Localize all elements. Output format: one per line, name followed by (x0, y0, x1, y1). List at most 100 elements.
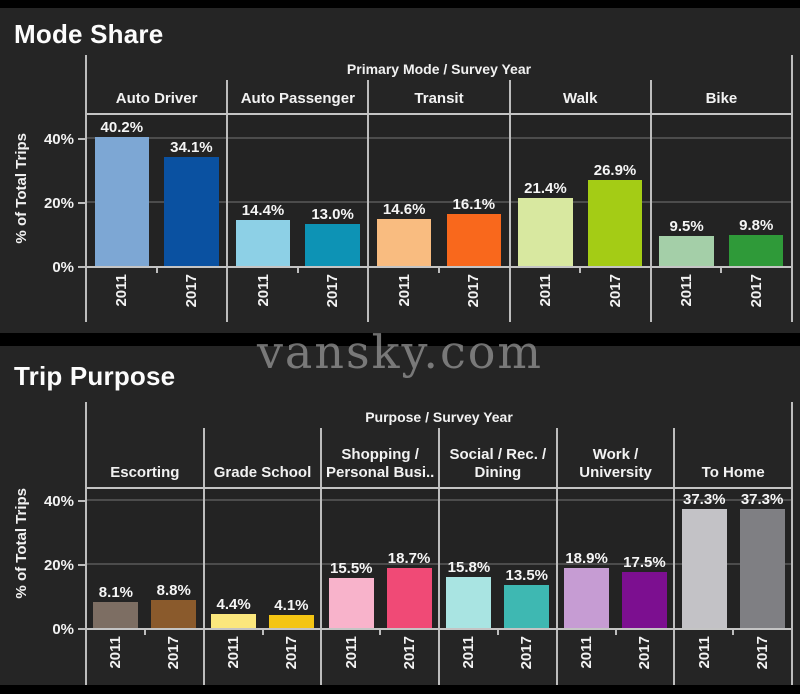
year-label-2017: 2017 (465, 274, 483, 308)
y-tick-0%: 0% (52, 258, 85, 276)
bar-2017[interactable]: 8.8% (151, 582, 197, 628)
bar-value-label: 14.4% (241, 201, 285, 219)
year-slot: 2017 (263, 630, 321, 685)
category-header: To Home (673, 428, 791, 487)
year-label-2011: 2011 (107, 636, 125, 669)
bar-2011[interactable]: 18.9% (564, 550, 610, 628)
bar-slot: 18.9% (558, 489, 616, 628)
y-tick-label: 40% (43, 130, 74, 148)
bar-2011[interactable]: 15.8% (446, 559, 492, 628)
y-tick-40%: 40% (44, 492, 85, 510)
bar-2017[interactable]: 34.1% (164, 139, 219, 266)
bar-2011[interactable]: 21.4% (518, 180, 573, 266)
bar-2017[interactable]: 13.5% (504, 567, 550, 628)
chart-title-trip-purpose: Trip Purpose (14, 360, 176, 391)
category-header-row: Auto Driver Auto Passenger Transit Walk Bike (87, 80, 791, 113)
bar-slot: 15.8% (440, 489, 498, 628)
bar-slot: 21.4% (511, 115, 581, 266)
year-slot: 2017 (145, 630, 203, 685)
y-axis-title: % of Total Trips (0, 402, 42, 685)
bar-value-label: 21.4% (524, 179, 567, 197)
trip-purpose-chart: % of Total Trips 0% 20% 40% Purpose / Surv… (0, 402, 793, 685)
y-tick-mark (78, 138, 85, 140)
year-labels: 2011 2017 (508, 268, 650, 322)
year-labels: 2011 2017 (673, 630, 791, 685)
year-label-2011: 2011 (678, 274, 696, 307)
category-header: Bike (649, 80, 791, 113)
chart-title-mode-share: Mode Share (14, 19, 164, 49)
bar-slot: 4.4% (205, 489, 263, 628)
category-bars: 4.4% 4.1% (202, 489, 321, 628)
category-header: Auto Driver (115, 90, 198, 108)
category-bars: 37.3% 37.3% (673, 489, 791, 628)
bar-2011[interactable]: 14.4% (235, 202, 291, 266)
plot-area: Purpose / Survey Year Escorting Grade Sch… (85, 402, 793, 685)
bar-slot: 37.3% (733, 489, 791, 628)
bars-row: 40.2% 34.1% 14.4% 13.0% 14.6% 16.1% 21.4% 26.9%… (87, 113, 791, 268)
bar-2017[interactable]: 18.7% (386, 550, 432, 628)
year-slot: 2011 (440, 630, 498, 685)
bar-value-label: 15.5% (329, 560, 373, 578)
category-header: Grade School (202, 428, 321, 487)
bar-value-label: 8.8% (156, 581, 191, 599)
y-tick-mark (78, 500, 85, 502)
bar-value-label: 15.8% (447, 559, 491, 577)
bar-slot: 16.1% (439, 115, 509, 266)
category-header-row: Escorting Grade School Shopping / Personal… (87, 428, 791, 487)
year-slot: 2017 (439, 268, 509, 322)
bars-row: 8.1% 8.8% 4.4% 4.1% 15.5% 18.7% 15.8% 13.5% 18.9… (87, 487, 791, 630)
category-header: Transit (367, 80, 508, 113)
year-slot: 2011 (675, 630, 733, 685)
category-bars: 21.4% 26.9% (508, 115, 650, 266)
year-slot: 2011 (369, 268, 439, 322)
year-slot: 2011 (322, 630, 380, 685)
year-slot: 2017 (298, 268, 368, 322)
bar-2011[interactable]: 40.2% (94, 119, 149, 266)
bar-value-label: 18.7% (387, 550, 431, 568)
bar-slot: 26.9% (580, 115, 650, 266)
bar-2017[interactable]: 17.5% (621, 554, 667, 628)
year-slot: 2017 (616, 630, 674, 685)
y-axis-ticks: 0% 20% 40% (42, 55, 85, 322)
bar-slot: 17.5% (616, 489, 674, 628)
bar-2017[interactable]: 16.1% (446, 196, 501, 266)
y-tick-label: 0% (52, 620, 74, 638)
bar-2017[interactable]: 4.1% (268, 597, 314, 628)
bar-2017[interactable]: 9.8% (729, 217, 784, 266)
mode-share-chart: % of Total Trips 0% 20% 40% Primary Mode /… (0, 55, 793, 322)
bar-columns: 40.2% 34.1% 14.4% 13.0% 14.6% 16.1% 21.4% 26.9%… (87, 115, 791, 266)
bar-slot: 14.6% (369, 115, 439, 266)
year-label-2017: 2017 (182, 274, 200, 308)
y-tick-0%: 0% (52, 620, 85, 638)
y-tick-40%: 40% (44, 130, 85, 148)
bar-2017[interactable]: 37.3% (739, 491, 785, 628)
bar-2011[interactable]: 9.5% (659, 218, 714, 266)
bar-value-label: 13.0% (311, 206, 354, 224)
bar-2011[interactable]: 4.4% (211, 596, 257, 628)
bar-2011[interactable]: 14.6% (377, 201, 432, 266)
bar-2017[interactable]: 26.9% (587, 162, 643, 266)
bar-2011[interactable]: 8.1% (93, 584, 139, 628)
bar-2011[interactable]: 15.5% (328, 560, 374, 628)
y-axis-title-text: % of Total Trips (12, 133, 30, 244)
category-header: Social / Rec. / Dining (438, 428, 556, 487)
year-label-2011: 2011 (254, 274, 272, 307)
y-tick-mark (78, 202, 85, 204)
year-slot: 2017 (157, 268, 227, 322)
y-tick-mark (78, 266, 85, 268)
y-tick-20%: 20% (44, 194, 85, 212)
bar-slot: 34.1% (157, 115, 227, 266)
bar-slot: 14.4% (228, 115, 298, 266)
mode-share-section: Mode Share % of Total Trips 0% 20% 40% Pri… (0, 8, 800, 322)
gridline-40pct (87, 137, 791, 139)
y-tick-mark (78, 564, 85, 566)
year-slot: 2017 (580, 268, 650, 322)
y-tick-label: 20% (43, 556, 74, 574)
bar-2011[interactable]: 37.3% (681, 491, 727, 628)
divider-black-band (0, 333, 800, 346)
category-bars: 18.9% 17.5% (555, 489, 674, 628)
year-label-2011: 2011 (695, 636, 713, 669)
bar-2017[interactable]: 13.0% (305, 206, 360, 266)
year-label-2017: 2017 (324, 274, 342, 308)
